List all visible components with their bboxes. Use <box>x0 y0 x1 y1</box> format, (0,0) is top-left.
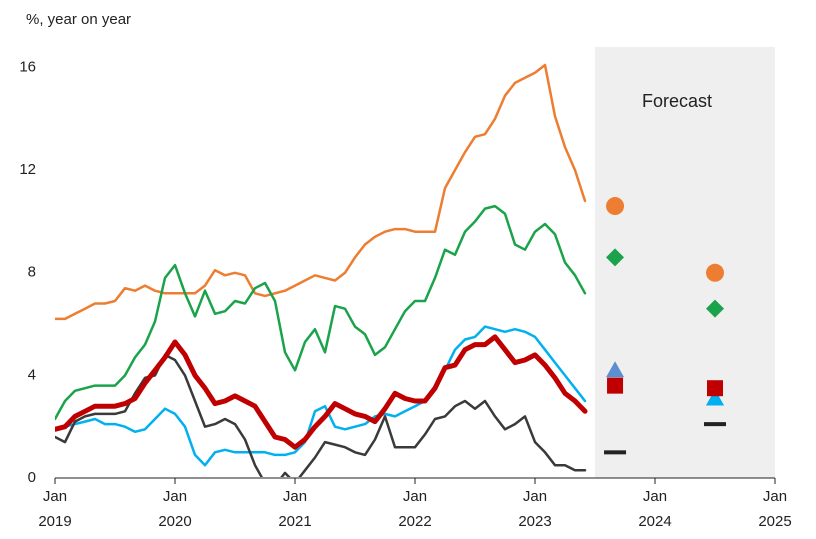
forecast-marker <box>704 422 726 427</box>
forecast-region <box>595 47 775 478</box>
series-line <box>55 334 588 450</box>
series-line <box>55 63 587 321</box>
y-tick-label: 4 <box>28 366 36 383</box>
forecast-marker <box>706 263 724 282</box>
forecast-label: Forecast <box>642 91 712 111</box>
forecast-marker <box>706 299 724 318</box>
x-tick-label: Jan 2019 <box>38 488 71 530</box>
forecast-marker <box>606 361 625 378</box>
x-tick-label: Jan 2021 <box>278 488 311 530</box>
x-tick-label: Jan 2020 <box>158 488 191 530</box>
x-tick-label: Jan 2024 <box>638 488 671 530</box>
x-tick-label: Jan 2023 <box>518 488 551 530</box>
series-line <box>55 325 587 467</box>
y-tick-label: 8 <box>28 264 36 281</box>
y-tick-label: 12 <box>19 161 36 178</box>
forecast-marker <box>706 389 724 406</box>
forecast-marker <box>606 248 625 267</box>
forecast-marker <box>604 450 627 455</box>
y-tick-label: 0 <box>28 469 36 486</box>
lines <box>55 63 588 477</box>
forecast-marker <box>607 377 624 394</box>
y-tick-label: 16 <box>19 58 36 75</box>
series-line <box>55 204 587 421</box>
forecast-marker <box>707 380 723 397</box>
x-tick-label: Jan 2022 <box>398 488 431 530</box>
y-axis-label: %, year on year <box>26 11 131 28</box>
forecast-marker <box>606 197 625 216</box>
x-tick-label: Jan 2025 <box>758 488 791 530</box>
series-line <box>55 353 587 477</box>
